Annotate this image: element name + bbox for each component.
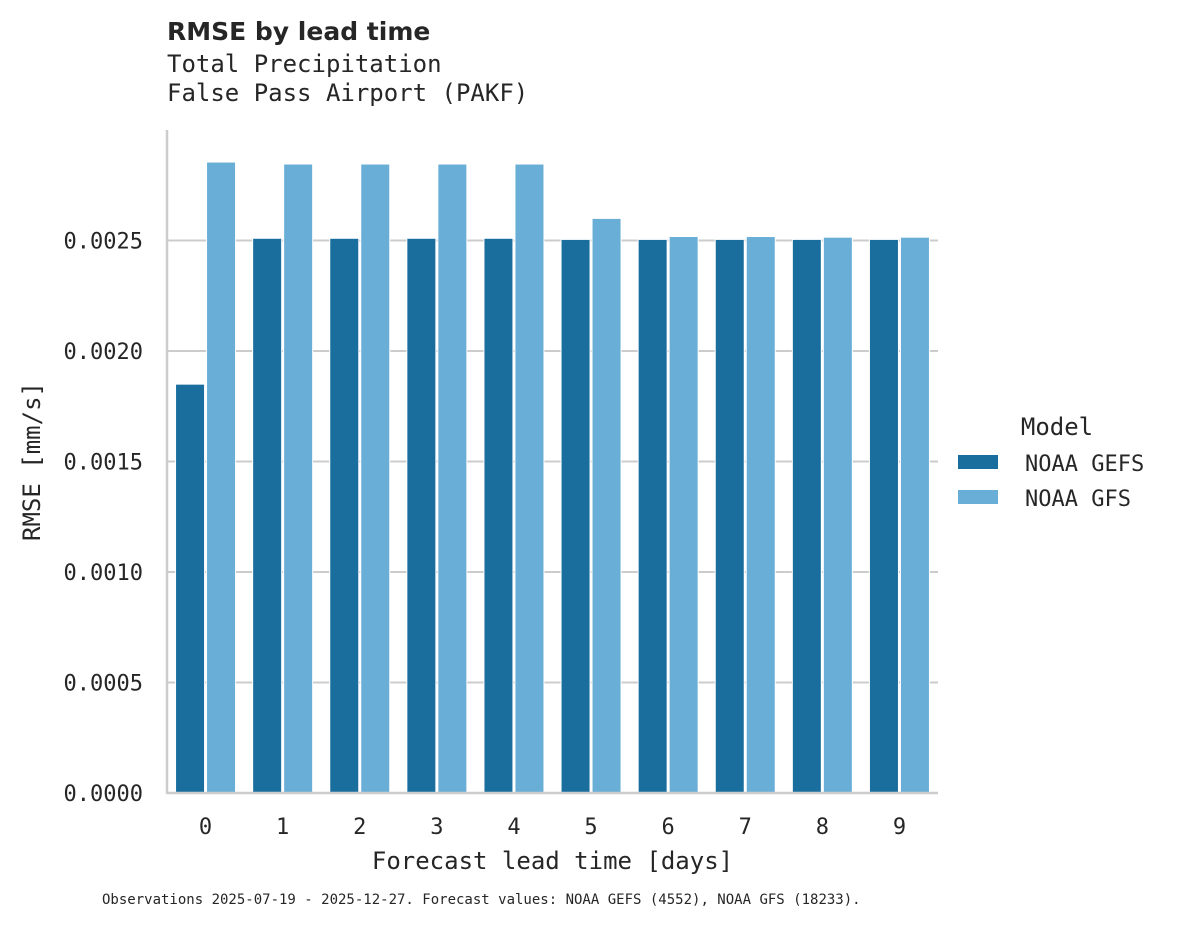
bar-noaa-gfs bbox=[591, 217, 622, 794]
x-tick-label: 1 bbox=[276, 815, 289, 840]
chart-title: RMSE by lead time bbox=[167, 17, 431, 46]
bar-noaa-gefs bbox=[868, 238, 899, 794]
bar-noaa-gefs bbox=[406, 237, 437, 794]
bar-noaa-gfs bbox=[514, 163, 545, 794]
bar-noaa-gfs bbox=[899, 236, 930, 794]
x-tick-label: 6 bbox=[662, 815, 675, 840]
y-tick-label: 0.0025 bbox=[64, 230, 143, 255]
legend-swatch-noaa-gfs bbox=[958, 490, 998, 504]
y-tick-label: 0.0010 bbox=[64, 561, 143, 586]
y-tick-label: 0.0000 bbox=[64, 782, 143, 807]
bar-noaa-gfs bbox=[745, 236, 776, 794]
x-tick-label: 2 bbox=[353, 815, 366, 840]
x-tick-label: 5 bbox=[584, 815, 597, 840]
bar-noaa-gfs bbox=[822, 236, 853, 794]
x-tick-label: 3 bbox=[430, 815, 443, 840]
chart-subtitle-variable: Total Precipitation bbox=[167, 50, 442, 78]
bar-noaa-gefs bbox=[252, 237, 283, 794]
legend-label: NOAA GEFS bbox=[1025, 452, 1144, 477]
bar-noaa-gefs bbox=[791, 238, 822, 794]
bar-noaa-gefs bbox=[714, 238, 745, 794]
bar-noaa-gefs bbox=[560, 238, 591, 794]
bar-noaa-gefs bbox=[483, 237, 514, 794]
x-tick-label: 0 bbox=[199, 815, 212, 840]
bar-noaa-gefs bbox=[175, 383, 206, 794]
x-tick-label: 7 bbox=[739, 815, 752, 840]
x-axis-label: Forecast lead time [days] bbox=[372, 847, 733, 875]
bar-noaa-gefs bbox=[329, 237, 360, 794]
legend-label: NOAA GFS bbox=[1025, 487, 1131, 512]
bar-noaa-gfs bbox=[206, 161, 237, 794]
bar-noaa-gefs bbox=[637, 238, 668, 794]
legend-title: Model bbox=[1021, 413, 1093, 441]
chart-footer: Observations 2025-07-19 - 2025-12-27. Fo… bbox=[102, 892, 861, 908]
x-tick-label: 4 bbox=[507, 815, 520, 840]
legend-swatch-noaa-gefs bbox=[958, 455, 998, 469]
bar-noaa-gfs bbox=[283, 163, 314, 794]
y-tick-label: 0.0015 bbox=[64, 451, 143, 476]
y-axis-label: RMSE [mm/s] bbox=[18, 382, 46, 541]
bar-noaa-gfs bbox=[360, 163, 391, 794]
chart-subtitle-station: False Pass Airport (PAKF) bbox=[167, 79, 529, 107]
bar-noaa-gfs bbox=[668, 236, 699, 794]
x-tick-label: 9 bbox=[893, 815, 906, 840]
y-tick-label: 0.0020 bbox=[64, 340, 143, 365]
y-tick-label: 0.0005 bbox=[64, 672, 143, 697]
bar-noaa-gfs bbox=[437, 163, 468, 794]
x-tick-label: 8 bbox=[816, 815, 829, 840]
